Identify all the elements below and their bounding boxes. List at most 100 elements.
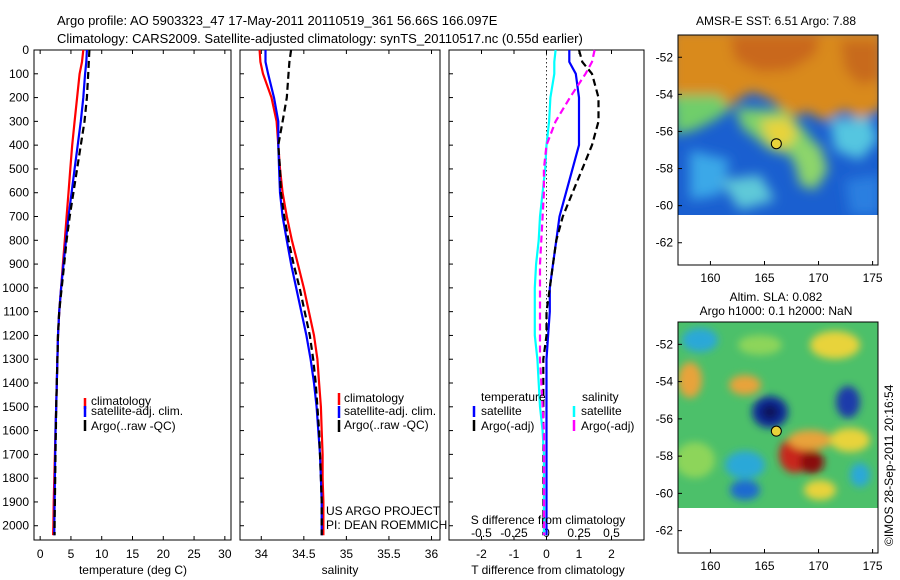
x-tick-label: 10 bbox=[95, 547, 109, 561]
depth-tick-label: 1500 bbox=[2, 400, 29, 414]
salinity-series bbox=[258, 49, 325, 536]
series-line-satellite bbox=[533, 49, 557, 536]
sst-map-axes: 160 165 170 175 -52 -54 -56 -58 -60 -62 bbox=[656, 50, 883, 285]
difference-series bbox=[533, 49, 600, 536]
series-line-argo-adj- bbox=[538, 49, 596, 536]
legend-label-argo: Argo(..raw -QC) bbox=[91, 419, 176, 433]
depth-tick-label: 300 bbox=[9, 114, 29, 128]
legend-label-s-satellite: satellite bbox=[581, 404, 622, 418]
map-y-tick-label: -60 bbox=[656, 199, 674, 213]
series-line-climatology bbox=[258, 49, 325, 536]
imos-credit: ©IMOS 28-Sep-2011 20:16:54 bbox=[882, 384, 896, 546]
salinity-x-axis: 34 34.5 35 35.5 36 bbox=[255, 50, 439, 561]
legend-label-climatology: climatology bbox=[91, 394, 151, 408]
argo-float-marker bbox=[770, 425, 782, 437]
legend-label-t-satellite: satellite bbox=[481, 404, 522, 418]
depth-tick-label: 1200 bbox=[2, 328, 29, 342]
x-tick-label: 34 bbox=[255, 547, 269, 561]
series-line-satellite-adj-clim- bbox=[53, 49, 88, 536]
sst-heatmap bbox=[678, 35, 878, 265]
x-tick-label: 35 bbox=[340, 547, 354, 561]
difference-y-ticks bbox=[449, 49, 453, 527]
sla-map-axes: 160 165 170 175 -52 -54 -56 -58 -60 -62 bbox=[656, 337, 883, 573]
series-line-satellite-adj-clim- bbox=[264, 50, 323, 536]
x2-tick-label: 0.25 bbox=[567, 526, 591, 540]
x-tick-label: 25 bbox=[187, 547, 201, 561]
map-y-tick-label: -56 bbox=[656, 124, 674, 138]
legend-label-satellite: satellite-adj. clim. bbox=[91, 404, 183, 418]
x-tick-label: 20 bbox=[157, 547, 171, 561]
depth-tick-label: 1000 bbox=[2, 281, 29, 295]
sst-map-frame bbox=[677, 34, 879, 266]
map-y-tick-label: -54 bbox=[656, 375, 674, 389]
legend-label-s-argo: Argo(-adj) bbox=[581, 419, 634, 433]
sla-masked-area bbox=[678, 508, 878, 553]
series-line-argo-raw-qc- bbox=[277, 49, 323, 536]
depth-tick-label: 1400 bbox=[2, 376, 29, 390]
figure-title-line2: Climatology: CARS2009. Satellite-adjuste… bbox=[57, 31, 583, 46]
sla-field bbox=[678, 328, 870, 500]
x-tick-label: -2 bbox=[476, 547, 487, 561]
difference-legend: temperature satellite Argo(-adj) salinit… bbox=[472, 390, 634, 433]
temperature-legend: climatology satellite-adj. clim. Argo(..… bbox=[83, 394, 183, 433]
t-difference-xlabel: T difference from climatology bbox=[471, 563, 625, 577]
depth-tick-label: 800 bbox=[9, 233, 29, 247]
map-x-tick-label: 165 bbox=[754, 271, 774, 285]
map-x-tick-label: 160 bbox=[700, 271, 720, 285]
x-tick-label: 2 bbox=[608, 547, 615, 561]
figure-title-line1: Argo profile: AO 5903323_47 17-May-2011 … bbox=[57, 13, 498, 28]
depth-tick-label: 900 bbox=[9, 257, 29, 271]
x-tick-label: 1 bbox=[576, 547, 583, 561]
map-x-tick-label: 160 bbox=[700, 559, 720, 573]
depth-tick-label: 1900 bbox=[2, 495, 29, 509]
depth-tick-label: 1300 bbox=[2, 352, 29, 366]
legend-label-satellite: satellite-adj. clim. bbox=[344, 404, 436, 418]
depth-tick-label: 0 bbox=[22, 43, 29, 57]
legend-title-salinity: salinity bbox=[582, 390, 619, 404]
sst-masked-area bbox=[678, 215, 878, 265]
s-difference-xlabel: S difference from climatology bbox=[471, 513, 626, 527]
x-tick-label: 5 bbox=[68, 547, 75, 561]
map-y-tick-label: -56 bbox=[656, 412, 674, 426]
temperature-axes-frame bbox=[33, 49, 232, 541]
x-tick-label: 35.5 bbox=[377, 547, 401, 561]
map-x-tick-label: 175 bbox=[863, 559, 883, 573]
legend-label-t-argo: Argo(-adj) bbox=[481, 419, 534, 433]
salinity-y-ticks bbox=[240, 49, 244, 527]
map-x-tick-label: 170 bbox=[809, 271, 829, 285]
x-tick-label: -1 bbox=[509, 547, 520, 561]
map-y-tick-label: -62 bbox=[656, 236, 674, 250]
project-annotation: US ARGO PROJECT bbox=[326, 504, 441, 518]
depth-tick-label: 600 bbox=[9, 186, 29, 200]
sla-map-title-line1: Altim. SLA: 0.082 bbox=[730, 290, 823, 304]
sst-map-panel: AMSR-E SST: 6.51 Argo: 7.88 160 165 170 175… bbox=[656, 14, 883, 285]
x2-tick-label: -0.25 bbox=[500, 526, 528, 540]
x-tick-label: 34.5 bbox=[292, 547, 316, 561]
sst-map-title: AMSR-E SST: 6.51 Argo: 7.88 bbox=[696, 14, 856, 28]
x-tick-label: 36 bbox=[425, 547, 439, 561]
map-x-tick-label: 165 bbox=[754, 559, 774, 573]
map-y-tick-label: -54 bbox=[656, 87, 674, 101]
depth-tick-label: 2000 bbox=[2, 519, 29, 533]
depth-axis: 0 100 200 300 400 500 600 700 800 900 1000 1100 1200… bbox=[2, 43, 38, 533]
sla-map-title-line2: Argo h1000: 0.1 h2000: NaN bbox=[700, 304, 853, 318]
map-x-tick-label: 170 bbox=[809, 559, 829, 573]
series-line-argo-adj- bbox=[542, 49, 600, 536]
depth-tick-label: 1700 bbox=[2, 447, 29, 461]
depth-tick-label: 1800 bbox=[2, 471, 29, 485]
series-line-climatology bbox=[52, 49, 85, 536]
depth-tick-label: 400 bbox=[9, 138, 29, 152]
depth-tick-label: 200 bbox=[9, 91, 29, 105]
depth-tick-label: 500 bbox=[9, 162, 29, 176]
depth-tick-label: 1100 bbox=[3, 305, 29, 319]
map-y-tick-label: -52 bbox=[656, 50, 674, 64]
salinity-legend: climatology satellite-adj. clim. Argo(..… bbox=[337, 391, 436, 432]
depth-tick-label: 700 bbox=[9, 210, 29, 224]
map-y-tick-label: -52 bbox=[656, 337, 674, 351]
map-y-tick-label: -58 bbox=[656, 162, 674, 176]
legend-label-argo: Argo(..raw -QC) bbox=[344, 418, 429, 432]
legend-label-climatology: climatology bbox=[344, 391, 404, 405]
difference-panel: -2 -1 0 1 2 -0.5 -0.25 0 0.25 0.5 T difference f… bbox=[448, 49, 645, 577]
depth-tick-label: 1600 bbox=[2, 424, 29, 438]
